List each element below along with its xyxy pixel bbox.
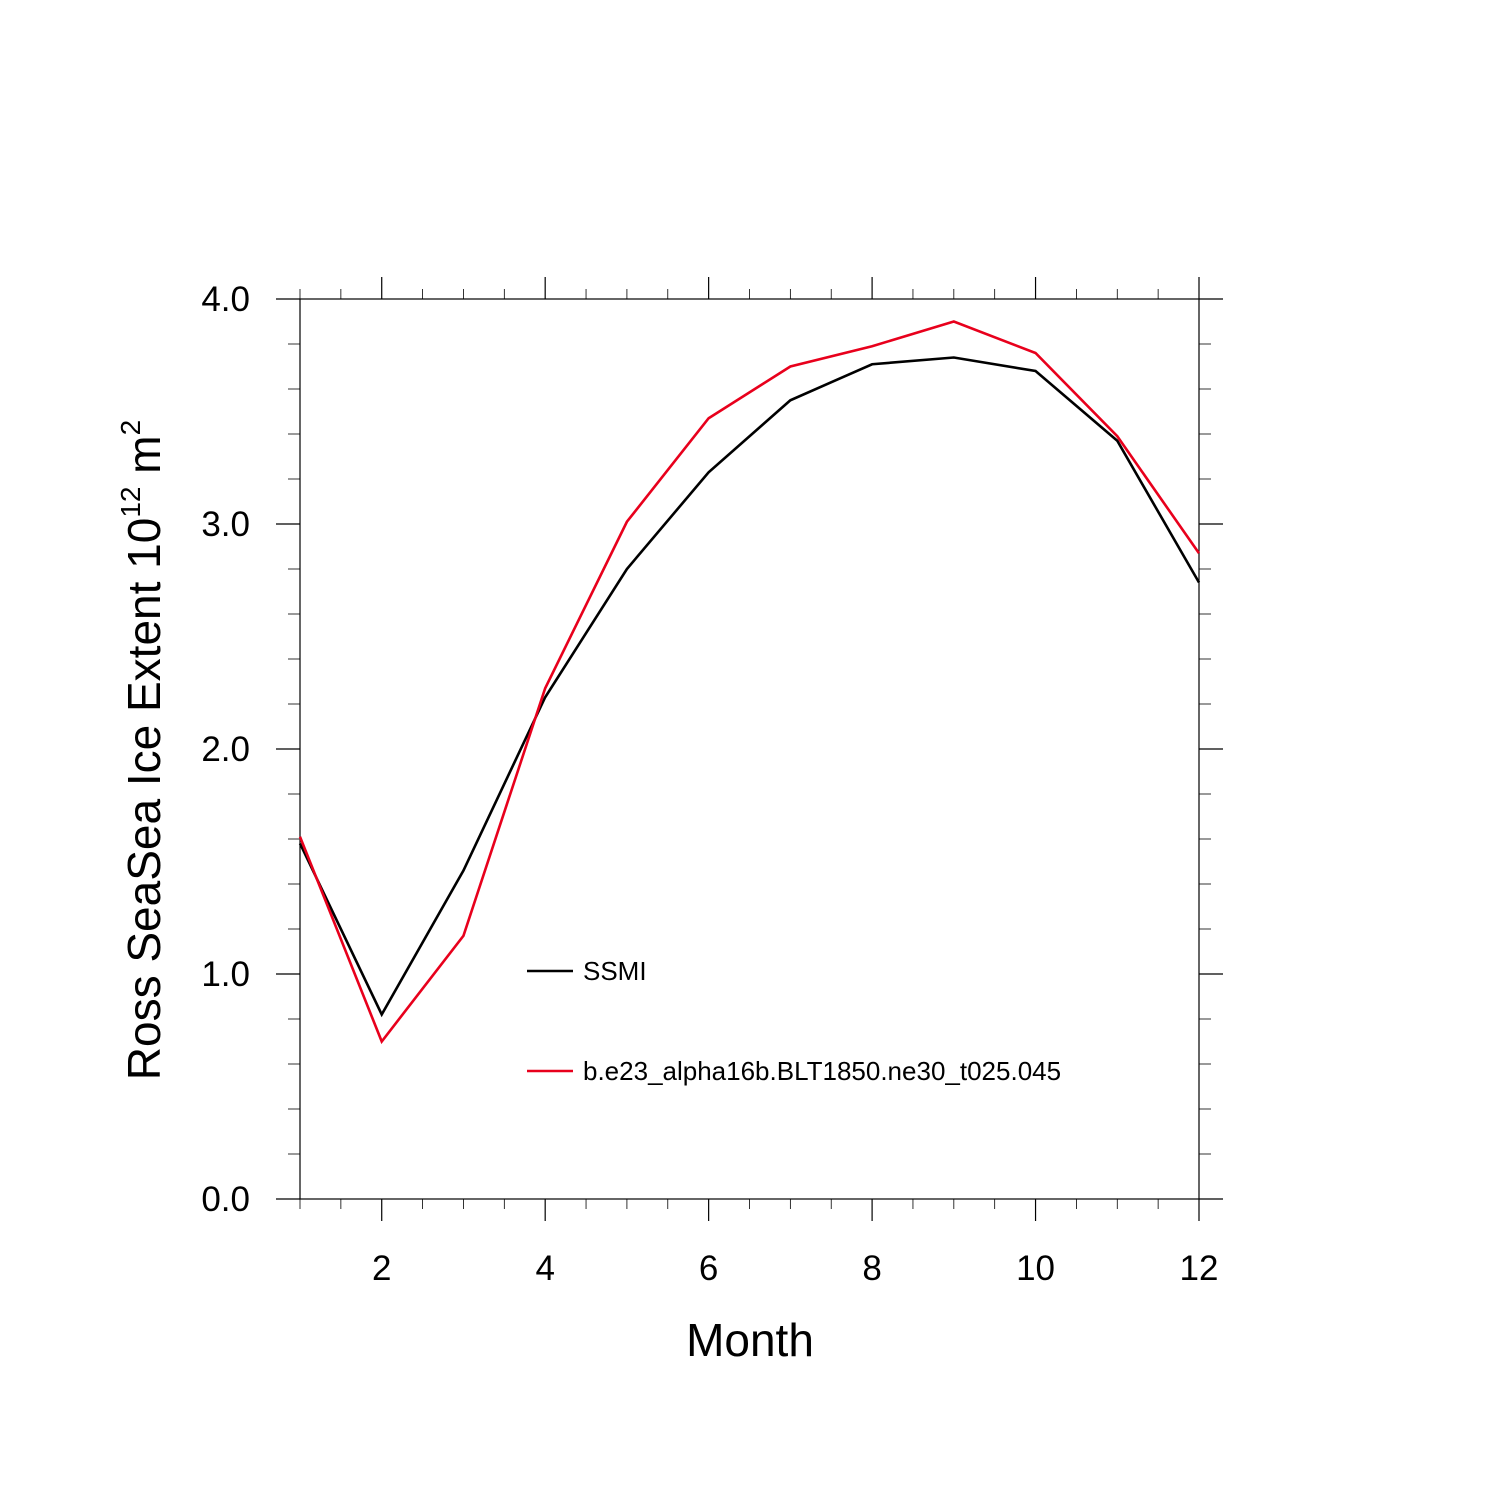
legend: SSMI b.e23_alpha16b.BLT1850.ne30_t025.045 <box>527 956 1061 1086</box>
x-tick-label: 8 <box>862 1249 881 1288</box>
x-tick-label: 2 <box>372 1249 391 1288</box>
y-tick-label: 1.0 <box>201 955 250 994</box>
x-tick-label: 6 <box>699 1249 718 1288</box>
major-ticks <box>276 277 1223 1221</box>
y-axis-title-unit-exponent: 2 <box>115 420 146 436</box>
series-line-1 <box>298 356 1201 1018</box>
x-axis-title: Month <box>686 1314 814 1366</box>
y-axis-title-unit: m <box>118 435 170 486</box>
y-tick-label: 3.0 <box>201 505 250 544</box>
x-tick-label: 12 <box>1180 1249 1219 1288</box>
y-axis-title: Ross SeaSea Ice Extent 1012 m2 <box>115 420 170 1080</box>
y-tick-labels: 0.0 1.0 2.0 3.0 4.0 <box>201 280 250 1219</box>
legend-label: SSMI <box>583 956 647 986</box>
x-tick-label: 10 <box>1016 1249 1055 1288</box>
series-lines <box>298 320 1201 1045</box>
minor-ticks <box>288 289 1211 1209</box>
series-line-2 <box>298 320 1201 1045</box>
legend-label: b.e23_alpha16b.BLT1850.ne30_t025.045 <box>583 1056 1061 1086</box>
x-tick-labels: 2 4 6 8 10 12 <box>372 1249 1218 1288</box>
y-tick-label: 2.0 <box>201 730 250 769</box>
x-tick-label: 4 <box>535 1249 554 1288</box>
y-tick-label: 4.0 <box>201 280 250 319</box>
y-axis-title-text: Ross SeaSea Ice Extent 10 <box>118 518 170 1081</box>
y-tick-label: 0.0 <box>201 1180 250 1219</box>
y-axis-title-exponent: 12 <box>115 486 146 517</box>
